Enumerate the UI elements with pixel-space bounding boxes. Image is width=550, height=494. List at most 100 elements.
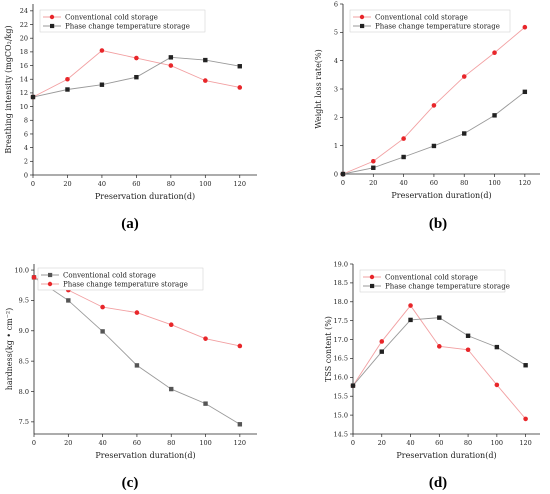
x-tick-label: 20 xyxy=(64,439,72,447)
data-point xyxy=(379,349,384,354)
chart-1: 0 20 40 60 80 100 120024681012141618202224Pres… xyxy=(4,4,257,232)
data-point xyxy=(431,143,437,149)
data-point xyxy=(203,401,208,406)
x-tick-label: 120 xyxy=(519,439,531,447)
data-point xyxy=(523,416,528,422)
x-tick-label: 100 xyxy=(199,439,211,447)
data-point xyxy=(31,275,37,280)
series-line xyxy=(352,317,526,386)
data-point xyxy=(65,87,70,92)
x-tick-label: 60 xyxy=(133,439,141,447)
y-axis-title: Breathing intensity (mgCO₂/kg) xyxy=(4,25,13,153)
y-tick-label: 5 xyxy=(334,29,338,37)
y-tick-label: 20 xyxy=(20,35,28,43)
data-point xyxy=(401,136,406,141)
data-point xyxy=(203,78,208,83)
data-point xyxy=(100,304,105,310)
data-point xyxy=(99,82,105,87)
series-line xyxy=(342,26,526,175)
data-point xyxy=(437,344,442,349)
x-tick-label: 0 xyxy=(31,180,35,188)
data-point xyxy=(350,383,356,388)
y-tick-label: 2 xyxy=(334,114,338,122)
data-point xyxy=(237,422,243,427)
data-point xyxy=(465,333,471,338)
data-point xyxy=(168,322,174,328)
y-tick-label: 8.5 xyxy=(19,357,29,365)
y-tick-label: 14.5 xyxy=(334,430,348,438)
x-axis-title: Preservation duration(d) xyxy=(391,191,491,200)
data-point xyxy=(66,298,71,303)
legend-label: Phase change temperature storage xyxy=(385,283,510,291)
x-tick-label: 60 xyxy=(132,180,140,188)
y-tick-label: 9.0 xyxy=(19,327,29,335)
y-tick-label: 17.0 xyxy=(334,336,348,344)
legend-box xyxy=(349,9,511,33)
y-tick-label: 18.0 xyxy=(334,298,348,306)
x-tick-label: 0 xyxy=(351,439,355,447)
x-tick-label: 80 xyxy=(460,179,468,187)
y-tick-label: 16 xyxy=(20,62,28,70)
x-tick-label: 0 xyxy=(341,179,345,187)
x-tick-label: 80 xyxy=(167,439,175,447)
panel-caption: (b) xyxy=(429,216,447,232)
y-tick-label: 7.5 xyxy=(19,418,29,426)
chart-2: 0 20 40 60 80 100 120 0 1 2 3 4 5 6 Preservation durat… xyxy=(314,0,540,232)
x-tick-label: 20 xyxy=(378,439,386,447)
data-point xyxy=(494,344,500,350)
data-point xyxy=(522,89,528,95)
data-point xyxy=(522,24,528,30)
y-tick-label: 17.5 xyxy=(334,317,348,325)
data-point xyxy=(65,76,70,82)
legend-marker xyxy=(48,272,53,278)
legend-label: Phase change temperature storage xyxy=(375,23,500,31)
panel-caption: (a) xyxy=(121,216,139,232)
series-line xyxy=(33,276,241,425)
y-tick-label: 4 xyxy=(334,57,338,65)
x-tick-label: 100 xyxy=(488,179,500,187)
y-tick-label: 9.5 xyxy=(19,297,29,305)
legend-box xyxy=(359,269,506,293)
legend-label: Conventional cold storage xyxy=(63,272,156,280)
y-tick-label: 19.0 xyxy=(334,260,348,268)
data-point xyxy=(461,74,467,79)
x-axis-title: Preservation duration(d) xyxy=(95,451,195,460)
y-tick-label: 10.0 xyxy=(15,266,29,274)
x-tick-label: 40 xyxy=(406,439,414,447)
y-tick-label: 3 xyxy=(334,85,338,93)
data-point xyxy=(379,339,385,344)
data-point xyxy=(492,113,497,118)
y-tick-label: 15.0 xyxy=(334,411,348,419)
x-tick-label: 120 xyxy=(234,439,246,447)
data-point xyxy=(237,343,243,349)
data-point xyxy=(340,171,346,177)
data-point xyxy=(237,64,242,69)
legend-marker xyxy=(369,274,375,280)
legend-label: Conventional cold storage xyxy=(385,274,478,282)
y-tick-label: 15.5 xyxy=(334,393,348,401)
x-tick-label: 80 xyxy=(167,180,175,188)
legend-label: Phase change temperature storage xyxy=(63,281,188,289)
data-point xyxy=(134,74,139,80)
panel-caption: (c) xyxy=(122,475,139,491)
x-tick-label: 60 xyxy=(430,179,438,187)
y-axis-title: hardness(kg • cm⁻²) xyxy=(5,308,14,390)
data-point xyxy=(465,347,471,353)
y-tick-label: 22 xyxy=(20,21,28,29)
x-tick-label: 40 xyxy=(399,179,407,187)
x-tick-label: 60 xyxy=(435,439,443,447)
y-tick-label: 14 xyxy=(20,76,28,84)
x-tick-label: 100 xyxy=(199,180,211,188)
y-axis-title: Weight loss rate(%) xyxy=(314,49,323,128)
data-point xyxy=(30,94,36,100)
y-tick-label: 18.5 xyxy=(334,279,348,287)
y-tick-label: 0 xyxy=(334,170,338,178)
legend-marker xyxy=(359,14,365,20)
data-point xyxy=(134,55,139,61)
data-point xyxy=(168,55,174,60)
legend-label: Conventional cold storage xyxy=(65,14,158,22)
data-point xyxy=(431,103,437,108)
